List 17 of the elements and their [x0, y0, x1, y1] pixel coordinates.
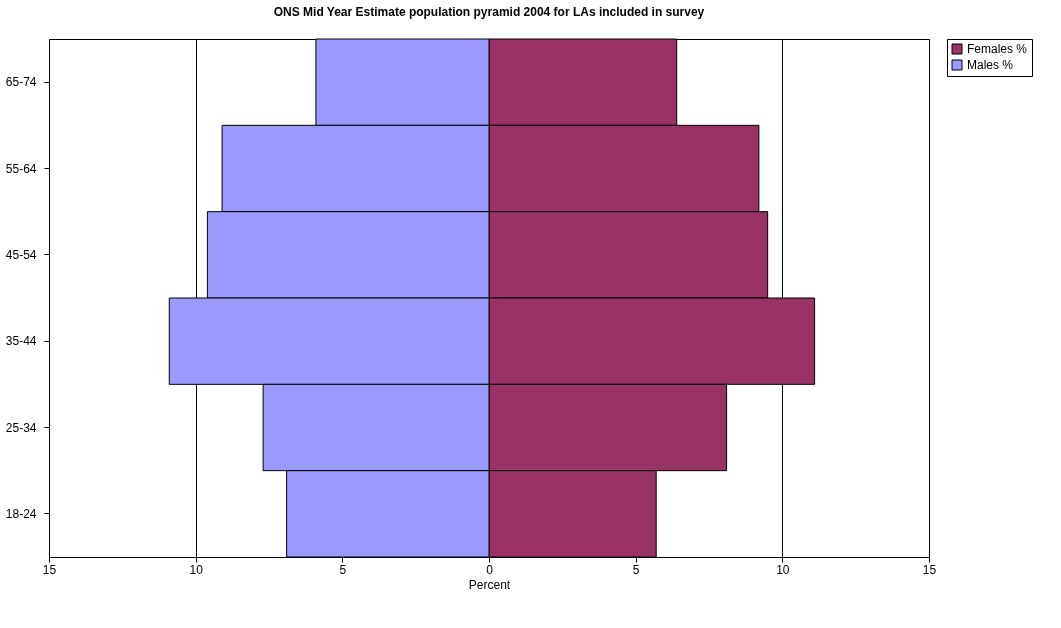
y-tick-label: 18-24 — [5, 506, 37, 521]
y-tick-label: 35-44 — [5, 334, 37, 349]
x-axis-title: Percent — [468, 577, 511, 592]
legend-label: Females % — [967, 42, 1028, 56]
x-tick-label: 5 — [339, 562, 347, 577]
y-tick-label: 25-34 — [5, 420, 37, 435]
x-tick-label: 10 — [189, 562, 204, 577]
x-tick-label: 5 — [632, 562, 640, 577]
legend-label: Males % — [967, 58, 1014, 72]
x-tick-label: 15 — [42, 562, 57, 577]
y-tick-label: 45-54 — [5, 247, 37, 262]
y-tick-label: 55-64 — [5, 161, 37, 176]
chart-title: ONS Mid Year Estimate population pyramid 2004 for LAs included in survey — [273, 4, 705, 19]
x-tick-label: 15 — [922, 562, 937, 577]
y-tick-label: 65-74 — [5, 75, 37, 90]
x-tick-label: 0 — [486, 562, 494, 577]
x-tick-label: 10 — [776, 562, 790, 577]
